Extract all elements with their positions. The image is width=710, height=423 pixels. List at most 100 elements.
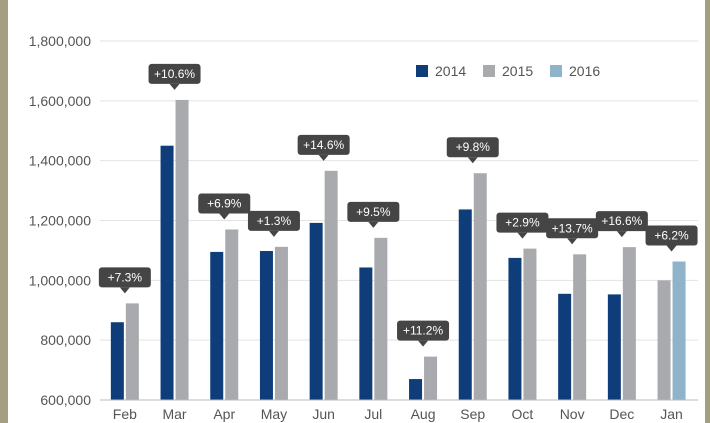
x-tick-label: Apr [213,406,235,422]
annotation-pointer [666,245,677,252]
bar-2014-aug[interactable] [409,379,423,400]
x-tick-label: Jan [660,406,683,422]
bar-2016-jan[interactable] [672,261,686,400]
annotation-label: +11.2% [403,324,443,338]
annotation-box [98,267,151,288]
x-tick-label: Feb [113,406,137,422]
annotation-badge: +6.2% [645,225,698,252]
annotation-box [198,193,251,214]
bars [110,99,686,400]
legend-label-2014: 2014 [435,63,466,79]
bar-2015-mar[interactable] [175,99,189,400]
bar-2015-jul[interactable] [374,237,388,400]
annotation-label: +9.8% [456,140,491,154]
annotation-box [347,201,400,222]
annotation-badge: +13.7% [546,218,599,245]
annotation-badge: +10.6% [148,63,201,90]
axes: 600,000 800,000 1,000,000 1,200,000 1,400,00… [29,33,698,422]
annotation-pointer [268,230,279,237]
annotation-label: +6.2% [654,228,689,242]
chart-panel: 600,000 800,000 1,000,000 1,200,000 1,400,00… [8,0,705,423]
annotation-label: +14.6% [303,138,344,152]
x-tick-label: Sep [460,406,485,422]
annotation-badge: +14.6% [297,134,350,161]
bar-2015-feb[interactable] [125,303,139,400]
annotation-box [595,211,648,232]
annotation-pointer [467,157,478,164]
bar-2014-may[interactable] [259,251,273,400]
annotation-pointer [169,83,180,90]
legend-label-2016: 2016 [569,63,600,79]
annotation-pointer [418,340,429,347]
legend-swatch-2016 [550,65,562,77]
y-tick-label: 1,600,000 [29,93,91,109]
annotation-box [297,134,350,155]
annotation-pointer [119,287,130,294]
annotation-box [546,218,599,239]
annotation-box [645,225,698,246]
annotation-label: +2.9% [505,216,540,230]
bar-2014-jun[interactable] [309,222,323,400]
y-tick-label: 600,000 [40,392,91,408]
annotation-label: +6.9% [207,196,242,210]
bar-2015-nov[interactable] [573,254,587,400]
bar-2015-sep[interactable] [473,173,487,400]
bar-2014-mar[interactable] [160,145,174,400]
bar-2014-sep[interactable] [458,209,472,400]
bar-2015-jan[interactable] [657,280,671,400]
annotation-pointer [219,213,230,220]
annotation-badge: +9.8% [446,137,499,164]
annotation-label: +9.5% [356,205,391,219]
bar-2015-may[interactable] [274,246,288,400]
bar-2015-apr[interactable] [225,229,239,400]
bar-2014-apr[interactable] [210,251,224,400]
bar-2014-feb[interactable] [110,322,124,400]
x-tick-label: May [261,406,287,422]
annotation-badge: +1.3% [247,210,300,237]
annotation-pointer [517,232,528,239]
annotation-badge: +7.3% [98,267,151,294]
bar-2015-aug[interactable] [424,356,438,400]
annotation-pointer [368,221,379,228]
annotation-pointer [567,238,578,245]
annotation-badge: +6.9% [198,193,251,220]
bar-chart: 600,000 800,000 1,000,000 1,200,000 1,400,00… [29,33,698,422]
x-tick-label: Jun [312,406,335,422]
annotation-pointer [318,154,329,161]
annotation-badge: +16.6% [595,211,648,238]
y-tick-label: 1,200,000 [29,213,91,229]
annotation-box [397,320,450,341]
y-tick-label: 800,000 [40,332,91,348]
annotation-label: +10.6% [154,67,195,81]
bar-2015-dec[interactable] [622,247,636,400]
annotation-box [496,212,549,233]
annotation-label: +16.6% [601,214,642,228]
legend-swatch-2014 [416,65,428,77]
bar-2015-oct[interactable] [523,248,537,400]
annotation-badge: +9.5% [347,201,400,228]
annotation-badge: +2.9% [496,212,549,239]
annotation-pointer [616,231,627,238]
bar-2014-dec[interactable] [607,294,621,400]
annotation-label: +13.7% [552,221,593,235]
annotations: +7.3% +10.6% +6.9% +1.3% +14.6% +9.5% +11.2% +9… [98,63,698,347]
bar-2014-nov[interactable] [558,293,572,400]
bar-2014-oct[interactable] [508,257,522,400]
annotation-badge: +11.2% [397,320,450,347]
y-tick-label: 1,800,000 [29,33,91,49]
annotation-box [247,210,300,231]
x-tick-label: Dec [609,406,634,422]
annotation-box [148,63,201,84]
x-tick-label: Nov [560,406,585,422]
x-tick-label: Mar [162,406,186,422]
y-tick-label: 1,400,000 [29,153,91,169]
bar-2014-jul[interactable] [359,267,373,400]
x-tick-label: Jul [364,406,382,422]
x-tick-label: Oct [512,406,534,422]
legend: 2014 2015 2016 [416,63,600,79]
legend-swatch-2015 [483,65,495,77]
bar-2015-jun[interactable] [324,170,338,400]
x-tick-label: Aug [411,406,436,422]
annotation-label: +7.3% [108,270,143,284]
y-tick-label: 1,000,000 [29,272,91,288]
